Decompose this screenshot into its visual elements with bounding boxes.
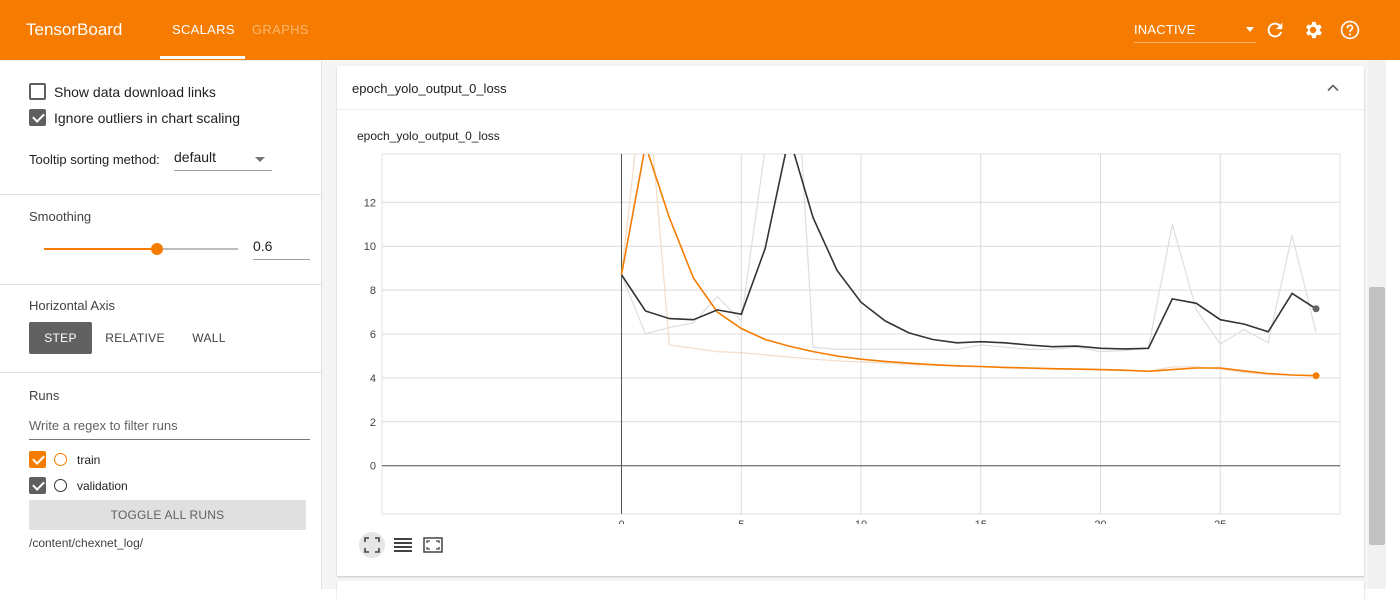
smoothing-label: Smoothing — [29, 209, 92, 224]
run-item-train[interactable]: train — [29, 451, 100, 468]
run-filter-placeholder: Write a regex to filter runs — [29, 418, 178, 433]
tooltip-sorting-label: Tooltip sorting method: — [29, 152, 160, 167]
top-bar: TensorBoard SCALARS GRAPHS INACTIVE — [0, 0, 1400, 60]
x-tick-label: 20 — [1094, 519, 1106, 524]
y-tick-label: 12 — [364, 197, 376, 209]
settings-icon[interactable] — [1302, 19, 1324, 41]
axis-relative-button[interactable]: RELATIVE — [105, 331, 165, 345]
run-status-select[interactable]: INACTIVE — [1134, 21, 1256, 43]
refresh-icon[interactable] — [1264, 19, 1286, 41]
fit-domain-icon[interactable] — [359, 532, 385, 558]
option-label: Ignore outliers in chart scaling — [54, 109, 240, 126]
main-panel: epoch_yolo_output_0_loss epoch_yolo_outp… — [322, 60, 1400, 601]
runs-label: Runs — [29, 388, 60, 403]
axis-step-button[interactable]: STEP — [29, 322, 92, 354]
x-tick-label: 5 — [738, 519, 744, 524]
run-color-icon — [54, 453, 67, 466]
tab-graphs[interactable]: GRAPHS — [252, 22, 309, 37]
smoothing-value: 0.6 — [253, 238, 273, 254]
tooltip-sorting-value: default — [174, 149, 217, 165]
smoothed-line-train — [620, 154, 1317, 377]
show-download-links-option[interactable]: Show data download links — [29, 83, 216, 100]
y-tick-label: 6 — [370, 329, 376, 341]
dropdown-caret-icon — [255, 157, 265, 162]
x-tick-label: 10 — [855, 519, 867, 524]
checkbox[interactable] — [29, 83, 46, 100]
run-item-validation[interactable]: validation — [29, 477, 128, 494]
last-point-validation — [1312, 305, 1320, 313]
line-chart[interactable]: 0 5 10 15 20 25 0 2 4 6 8 10 12 — [337, 146, 1364, 524]
run-status-value: INACTIVE — [1134, 22, 1196, 37]
x-tick-label: 15 — [975, 519, 987, 524]
series-group — [620, 154, 1317, 377]
divider — [0, 284, 322, 285]
tooltip-sorting-select[interactable]: default — [174, 149, 272, 171]
y-tick-label: 8 — [370, 285, 376, 297]
divider — [0, 372, 322, 373]
horizontal-axis-label: Horizontal Axis — [29, 298, 115, 313]
run-name: train — [77, 452, 101, 467]
run-color-icon — [54, 479, 67, 492]
divider — [0, 194, 322, 195]
card-header[interactable]: epoch_yolo_output_0_loss — [337, 66, 1364, 110]
y-tick-label: 0 — [370, 461, 376, 473]
checkbox[interactable] — [29, 451, 46, 468]
y-tick-label: 4 — [370, 373, 376, 385]
checkbox[interactable] — [29, 109, 46, 126]
smoothed-line-validation — [620, 154, 1317, 350]
chart-card: epoch_yolo_output_0_loss epoch_yolo_outp… — [337, 66, 1364, 576]
raw-line-validation — [620, 154, 1317, 353]
y-tick-label: 2 — [370, 417, 376, 429]
ignore-outliers-option[interactable]: Ignore outliers in chart scaling — [29, 109, 240, 126]
page-edge — [1386, 60, 1400, 589]
chart-title: epoch_yolo_output_0_loss — [357, 129, 500, 143]
divider — [0, 60, 322, 61]
option-label: Show data download links — [54, 83, 216, 100]
next-card — [337, 581, 1364, 601]
x-tick-label: 0 — [618, 519, 624, 524]
x-tick-label: 25 — [1214, 519, 1226, 524]
run-filter-input[interactable]: Write a regex to filter runs — [29, 418, 310, 440]
app-title: TensorBoard — [26, 20, 123, 39]
expand-chart-icon[interactable] — [420, 532, 446, 558]
y-tick-label: 10 — [364, 241, 376, 253]
smoothing-input[interactable]: 0.6 — [253, 238, 310, 260]
log-directory: /content/chexnet_log/ — [29, 536, 144, 550]
last-point-train — [1312, 372, 1320, 380]
slider-fill — [44, 248, 157, 250]
smoothing-slider[interactable] — [44, 243, 238, 255]
run-name: validation — [77, 478, 128, 493]
scrollbar-thumb[interactable] — [1369, 287, 1385, 545]
checkbox[interactable] — [29, 477, 46, 494]
chevron-up-icon[interactable] — [1326, 81, 1340, 95]
toggle-all-runs-button[interactable]: TOGGLE ALL RUNS — [29, 500, 306, 530]
axis-wall-button[interactable]: WALL — [192, 331, 226, 345]
card-title: epoch_yolo_output_0_loss — [352, 81, 507, 96]
slider-knob[interactable] — [150, 243, 163, 255]
raw-line-train — [620, 154, 1317, 377]
toggle-log-icon[interactable] — [390, 532, 416, 558]
dropdown-caret-icon — [1246, 27, 1254, 32]
help-icon[interactable] — [1339, 19, 1361, 41]
tab-scalars[interactable]: SCALARS — [160, 22, 245, 59]
plot-frame — [381, 153, 1341, 515]
